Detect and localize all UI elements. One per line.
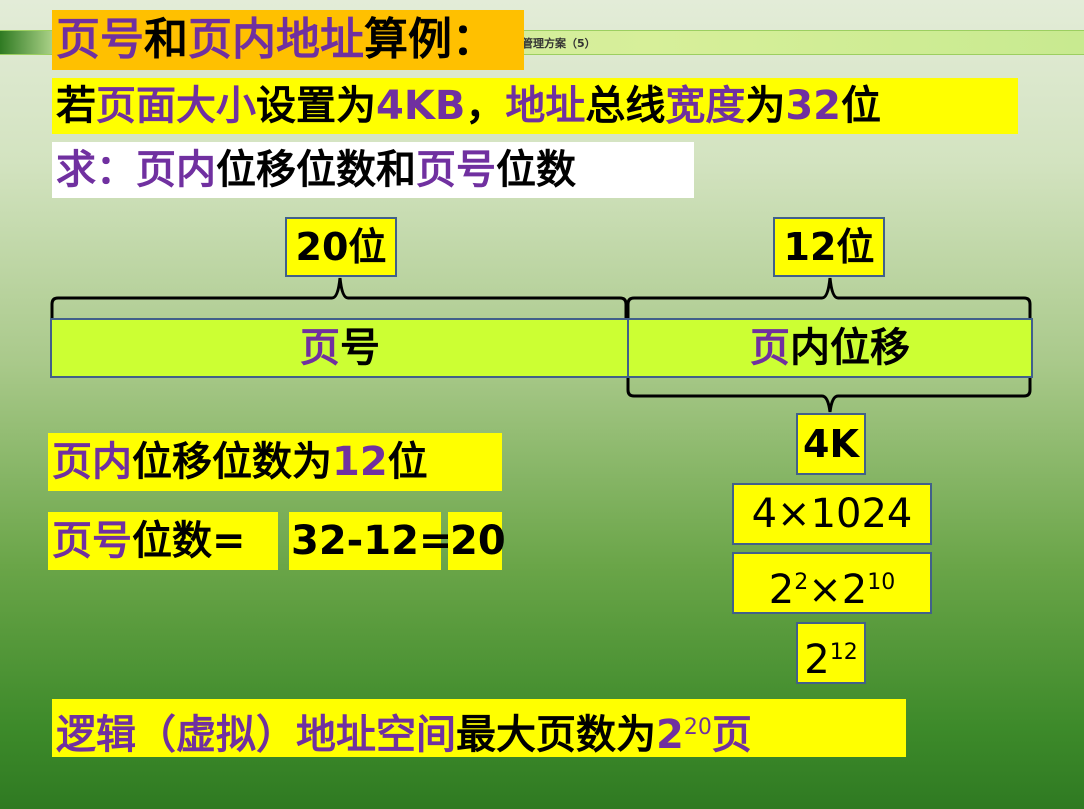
exponent: 2 — [794, 570, 809, 595]
times-base: ×2 — [808, 567, 868, 613]
text-segment: 逻辑（虚拟）地址空间 — [56, 712, 456, 758]
text-segment: 内位移 — [790, 325, 910, 371]
problem-line-2: 求：页内位移位数和页号位数 — [52, 142, 694, 198]
text-segment: 页号 — [416, 147, 496, 193]
calc-2-pow-12: 212 — [796, 622, 866, 684]
text-segment: 求： — [56, 147, 136, 193]
base: 2 — [768, 567, 795, 613]
text-segment: 位 — [841, 83, 881, 129]
left-bits-label: 20位 — [285, 217, 397, 277]
text-segment: 页号 — [52, 518, 132, 564]
right-bits-label: 12位 — [773, 217, 885, 277]
text-segment: 若 — [56, 83, 96, 129]
exponent: 20 — [683, 715, 712, 740]
text-segment: 为 — [745, 83, 786, 129]
result-offset-bits: 页内位移位数为12位 — [48, 433, 502, 491]
calc-4x1024: 4×1024 — [732, 483, 932, 545]
page-offset-field: 页内位移 — [627, 318, 1033, 378]
text-segment: 32 — [785, 83, 841, 129]
page-number-field: 页号 — [50, 318, 630, 378]
text-segment: 算例： — [364, 14, 496, 65]
text-segment: 位数 — [496, 147, 576, 193]
text-segment: 地址 — [505, 83, 586, 129]
text-segment: 位移位数和 — [216, 147, 416, 193]
conclusion-text: 逻辑（虚拟）地址空间最大页数为 — [56, 712, 656, 758]
text-segment: 和 — [144, 14, 188, 65]
text-segment: 页面大小 — [96, 83, 256, 129]
calc-4k: 4K — [796, 413, 866, 475]
text-segment: ， — [465, 83, 506, 129]
text-segment: 位移位数为 — [132, 439, 332, 485]
exponent: 10 — [867, 570, 896, 595]
base: 2 — [804, 637, 830, 683]
slide-title: 页号和页内地址算例： — [52, 10, 524, 70]
text-segment: 12 — [332, 439, 388, 485]
text-segment: 页内 — [136, 147, 216, 193]
text-segment: 最大页数为 — [456, 712, 656, 758]
exponent: 12 — [829, 640, 858, 665]
text-segment: 宽度 — [665, 83, 746, 129]
unit: 页 — [711, 712, 752, 758]
text-segment: 设置为 — [256, 83, 376, 129]
text-segment: 页内 — [52, 439, 132, 485]
result-page-bits-expr: 32-12= — [289, 512, 452, 570]
text-segment: 页 — [750, 325, 790, 371]
text-segment: 4KB — [376, 83, 466, 129]
calc-powers: 22×210 — [732, 552, 932, 614]
text-segment: 页号 — [56, 14, 144, 65]
text-segment: 总线 — [585, 83, 666, 129]
text-segment: 号 — [340, 325, 380, 371]
text-segment: 页 — [300, 325, 340, 371]
conclusion: 逻辑（虚拟）地址空间最大页数为220页 — [52, 699, 906, 758]
text-segment: 位 — [387, 439, 428, 485]
result-page-bits-label: 页号位数= — [48, 512, 278, 570]
text-segment: 页内地址 — [188, 14, 364, 65]
base: 2 — [656, 712, 684, 758]
result-page-bits-value: 20 — [448, 512, 506, 570]
text-segment: 位数= — [132, 518, 246, 564]
problem-line-1: 若页面大小设置为4KB，地址总线宽度为32位 — [52, 78, 1018, 134]
